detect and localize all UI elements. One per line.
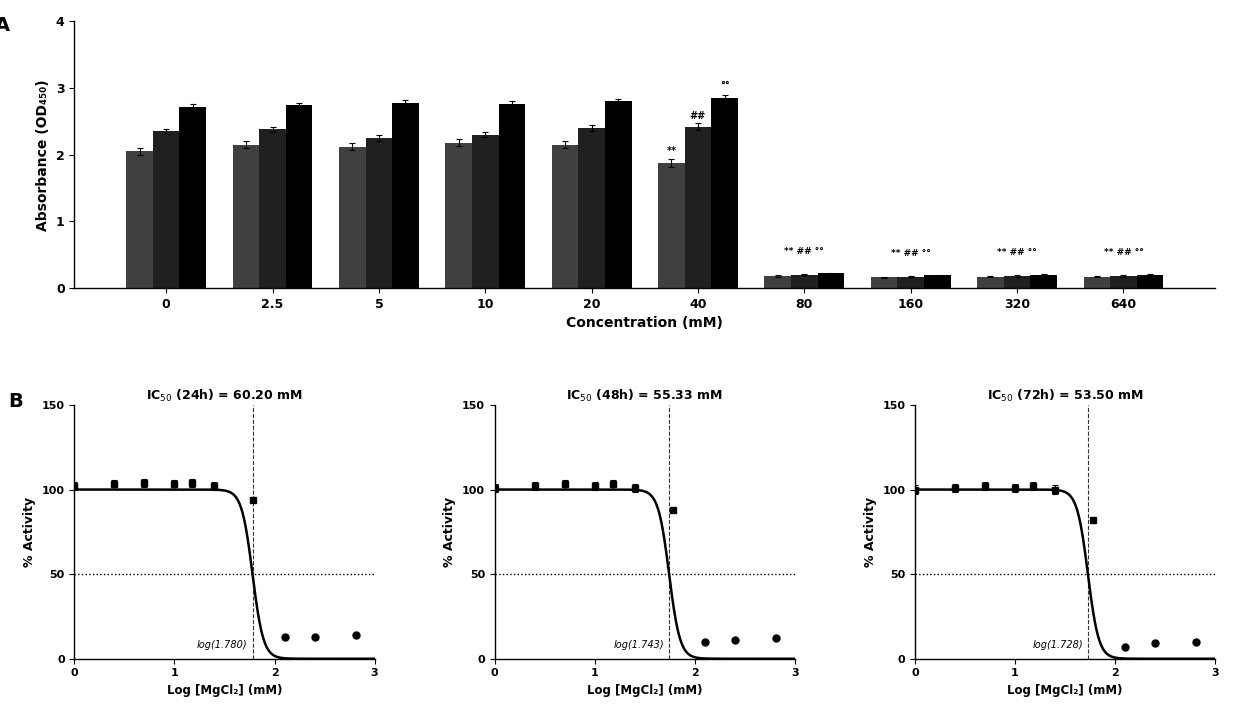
Text: log(1.780): log(1.780) bbox=[197, 640, 248, 650]
Text: ** ## °°: ** ## °° bbox=[997, 248, 1037, 257]
Bar bbox=[1084, 276, 1110, 288]
Bar bbox=[259, 130, 285, 288]
Text: °°: °° bbox=[719, 81, 729, 91]
Bar bbox=[924, 275, 951, 288]
Bar bbox=[472, 135, 498, 288]
Bar bbox=[658, 163, 684, 288]
Y-axis label: % Activity: % Activity bbox=[864, 497, 877, 567]
Bar bbox=[445, 142, 472, 288]
Bar bbox=[552, 145, 578, 288]
Y-axis label: % Activity: % Activity bbox=[444, 497, 456, 567]
Bar bbox=[817, 274, 844, 288]
Bar bbox=[898, 276, 924, 288]
Text: log(1.743): log(1.743) bbox=[614, 640, 665, 650]
Bar bbox=[578, 128, 605, 288]
X-axis label: Log [MgCl₂] (mM): Log [MgCl₂] (mM) bbox=[587, 684, 703, 697]
Y-axis label: Absorbance (OD₄₅₀): Absorbance (OD₄₅₀) bbox=[36, 79, 51, 231]
Title: IC$_{50}$ (24h) = 60.20 mM: IC$_{50}$ (24h) = 60.20 mM bbox=[146, 387, 303, 404]
X-axis label: Log [MgCl₂] (mM): Log [MgCl₂] (mM) bbox=[1007, 684, 1123, 697]
Bar bbox=[285, 105, 312, 288]
Bar bbox=[366, 138, 392, 288]
Bar bbox=[233, 145, 259, 288]
X-axis label: Log [MgCl₂] (mM): Log [MgCl₂] (mM) bbox=[166, 684, 283, 697]
Bar bbox=[870, 277, 898, 288]
Bar bbox=[180, 107, 206, 288]
Y-axis label: % Activity: % Activity bbox=[24, 497, 36, 567]
Text: **: ** bbox=[666, 146, 676, 156]
Bar bbox=[498, 104, 525, 288]
Bar bbox=[392, 102, 419, 288]
Bar bbox=[1030, 275, 1056, 288]
Text: ** ## °°: ** ## °° bbox=[785, 247, 825, 256]
Text: B: B bbox=[9, 392, 24, 411]
Bar bbox=[791, 275, 817, 288]
Bar bbox=[339, 147, 366, 288]
Text: ** ## °°: ** ## °° bbox=[890, 249, 930, 258]
Bar bbox=[126, 151, 153, 288]
Bar bbox=[1137, 275, 1163, 288]
Bar bbox=[684, 127, 712, 288]
Text: ##: ## bbox=[689, 111, 706, 121]
Bar bbox=[765, 276, 791, 288]
Bar bbox=[712, 98, 738, 288]
Title: IC$_{50}$ (72h) = 53.50 mM: IC$_{50}$ (72h) = 53.50 mM bbox=[987, 387, 1143, 404]
Title: IC$_{50}$ (48h) = 55.33 mM: IC$_{50}$ (48h) = 55.33 mM bbox=[567, 387, 723, 404]
Bar bbox=[153, 132, 180, 288]
Text: A: A bbox=[0, 16, 10, 35]
X-axis label: Concentration (mM): Concentration (mM) bbox=[567, 316, 723, 330]
Bar bbox=[1110, 276, 1137, 288]
Text: ** ## °°: ** ## °° bbox=[1104, 248, 1143, 257]
Text: log(1.728): log(1.728) bbox=[1032, 640, 1083, 650]
Bar bbox=[977, 276, 1004, 288]
Bar bbox=[1004, 276, 1030, 288]
Bar bbox=[605, 102, 631, 288]
